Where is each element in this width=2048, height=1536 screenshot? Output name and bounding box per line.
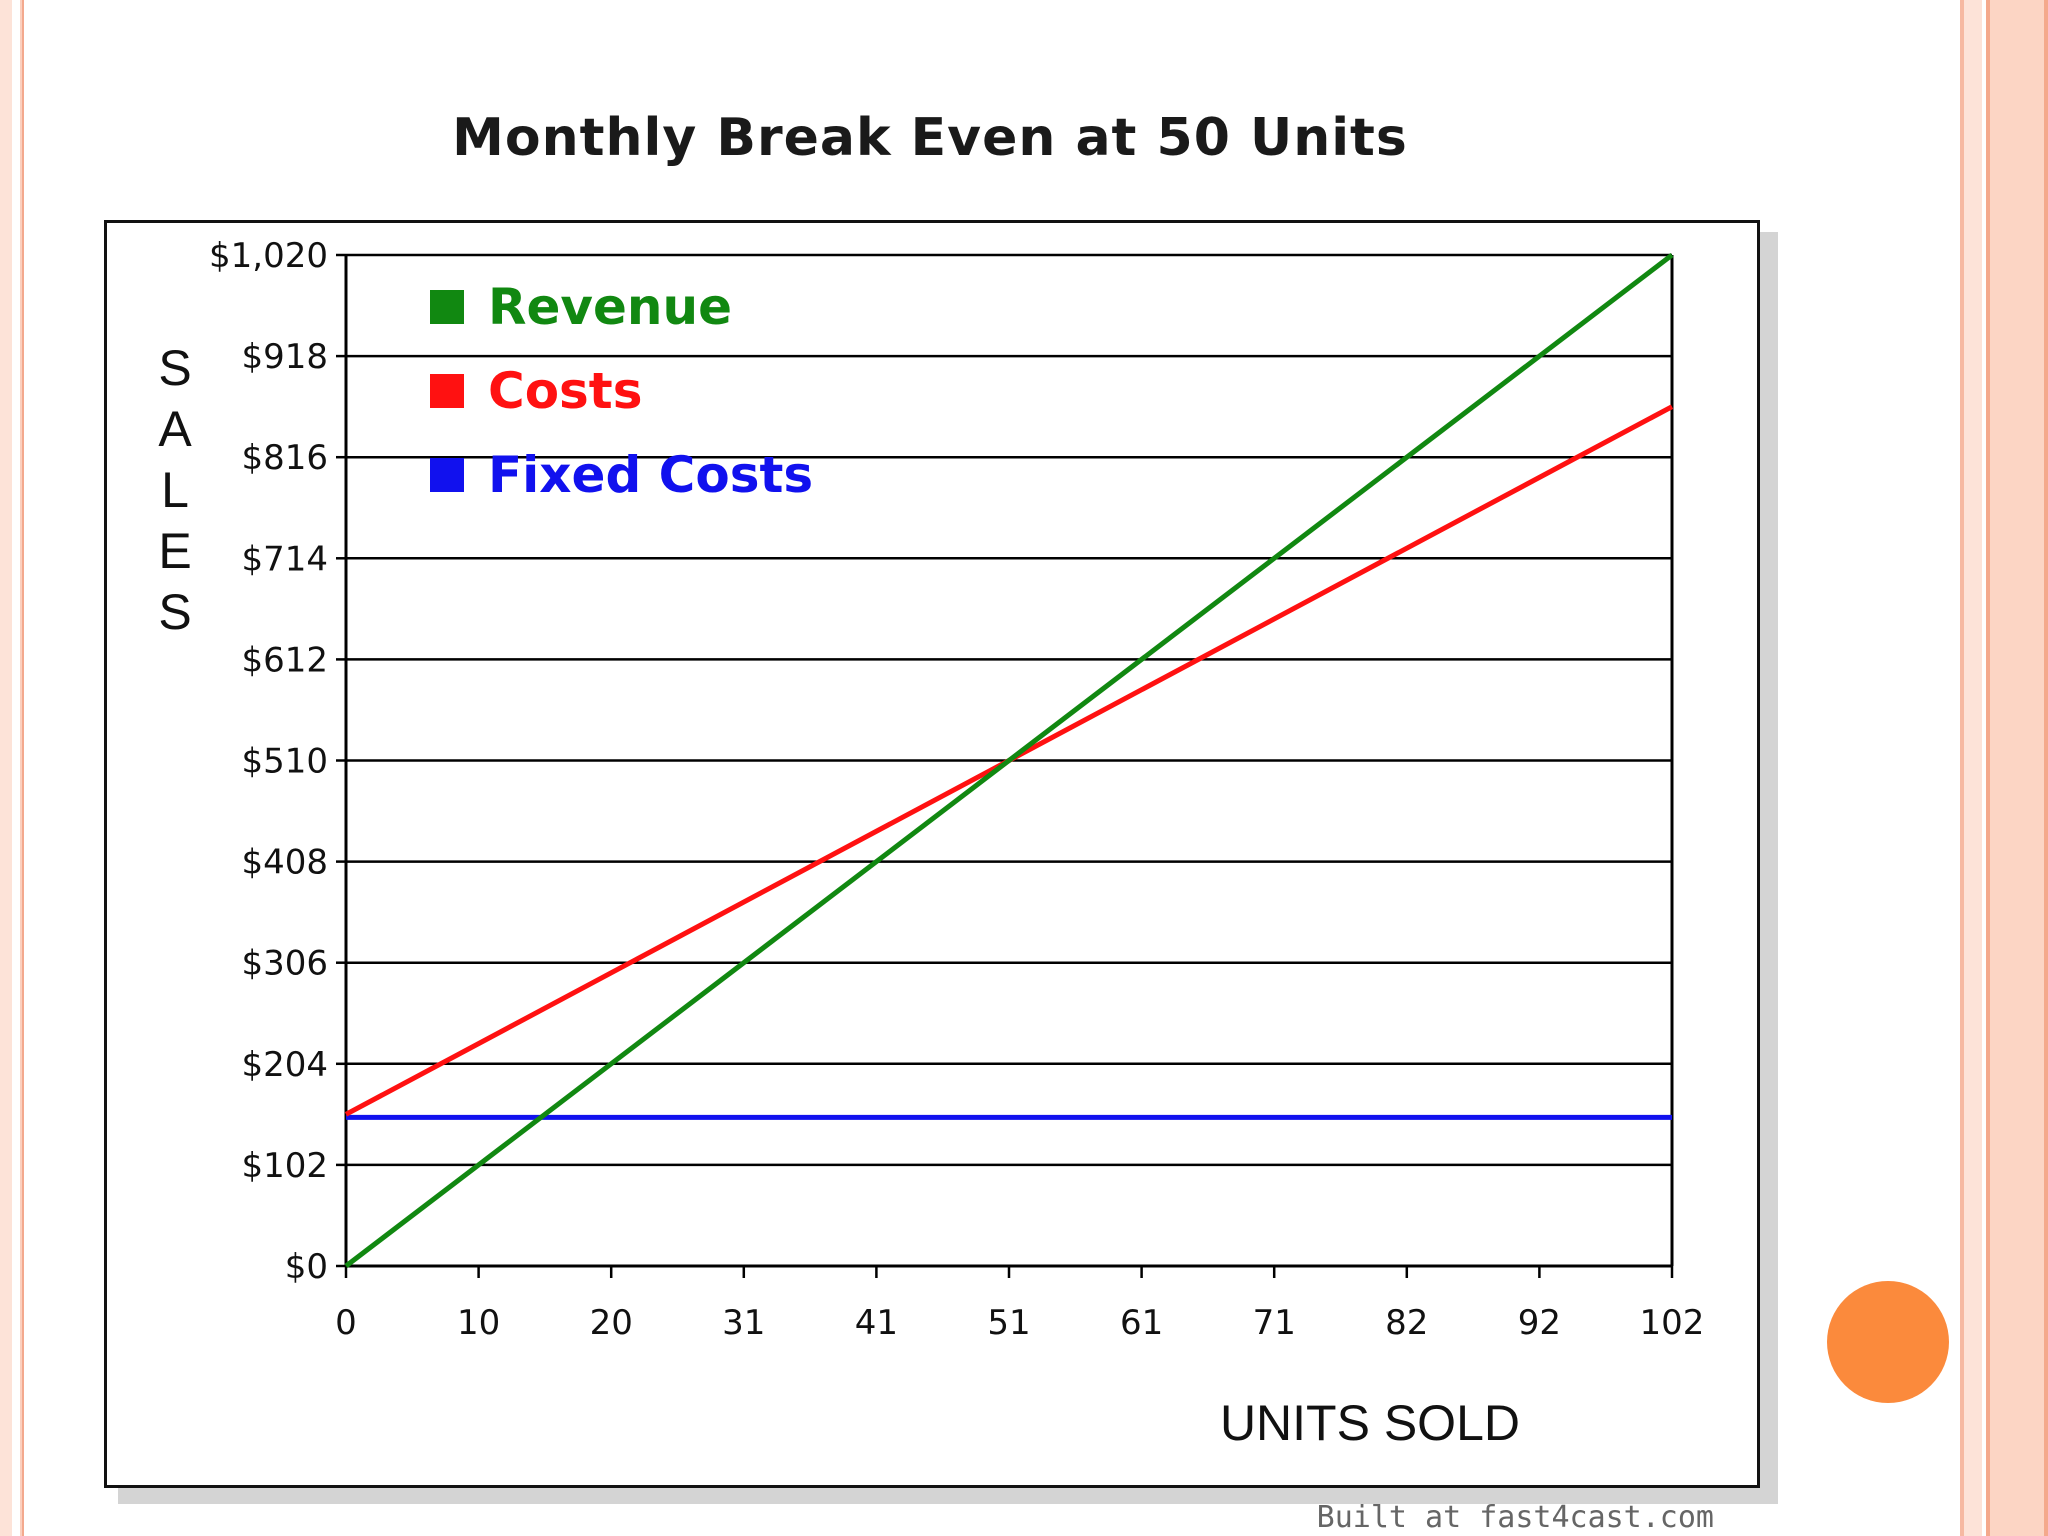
tick-label-y: $408 [241,843,328,883]
legend-label: Revenue [488,278,732,336]
legend-swatch [430,374,464,408]
tick-label-x: 20 [590,1303,633,1343]
tick-label-x: 102 [1640,1303,1705,1343]
tick-label-y: $510 [241,742,328,782]
tick-label-x: 31 [722,1303,765,1343]
tick-label-x: 51 [987,1303,1030,1343]
slide-border-left [0,0,24,1536]
tick-label-y: $306 [241,944,328,984]
tick-label-x: 61 [1120,1303,1163,1343]
chart-title: Monthly Break Even at 50 Units [452,108,1408,168]
tick-label-y: $0 [285,1247,328,1287]
tick-label-x: 92 [1518,1303,1561,1343]
tick-label-x: 82 [1385,1303,1428,1343]
x-axis-label: UNITS SOLD [1219,1395,1520,1451]
decorative-circle [1827,1281,1949,1403]
chart-frame [104,220,1760,1488]
tick-label-y: $918 [241,337,328,377]
legend-swatch [430,290,464,324]
tick-label-y: $204 [241,1045,328,1085]
tick-label-y: $1,020 [209,236,328,276]
slide-border-right [1960,0,2048,1536]
tick-label-x: 10 [457,1303,500,1343]
legend-swatch [430,458,464,492]
legend-label: Costs [488,362,642,420]
tick-label-x: 41 [855,1303,898,1343]
tick-label-y: $816 [241,438,328,478]
tick-label-y: $612 [241,640,328,680]
tick-label-y: $102 [241,1146,328,1186]
tick-label-y: $714 [241,539,328,579]
tick-label-x: 71 [1253,1303,1296,1343]
legend-label: Fixed Costs [488,446,813,504]
series-line [344,253,1674,1268]
tick-label-x: 0 [335,1303,357,1343]
footer-credit: Built at fast4cast.com [1316,1500,1714,1535]
